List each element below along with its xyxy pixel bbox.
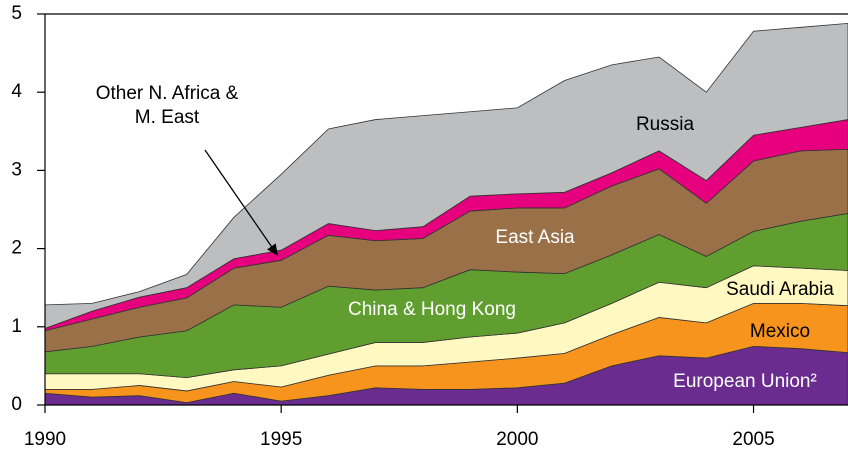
x-tick-label: 1990: [24, 429, 66, 450]
series-label: China & Hong Kong: [348, 299, 516, 320]
y-tick-label: 3: [11, 159, 22, 180]
area: [44, 22, 848, 329]
series-label: Other N. Africa & M. East: [95, 83, 239, 128]
y-tick-label: 0: [11, 394, 22, 415]
x-tick-label: 2005: [732, 429, 774, 450]
series-label: Saudi Arabia: [726, 279, 834, 300]
series-label: Russia: [636, 114, 695, 135]
series-label: European Union²: [673, 371, 817, 392]
y-tick-label: 5: [11, 3, 22, 24]
x-tick-label: 1995: [260, 429, 302, 450]
series-label: East Asia: [495, 227, 575, 248]
x-tick-label: 2000: [496, 429, 538, 450]
annotation-arrow: [204, 149, 279, 257]
y-tick-label: 4: [11, 81, 22, 102]
y-tick-label: 2: [11, 238, 22, 259]
series-label: Mexico: [750, 321, 810, 342]
y-tick-label: 1: [11, 316, 22, 337]
